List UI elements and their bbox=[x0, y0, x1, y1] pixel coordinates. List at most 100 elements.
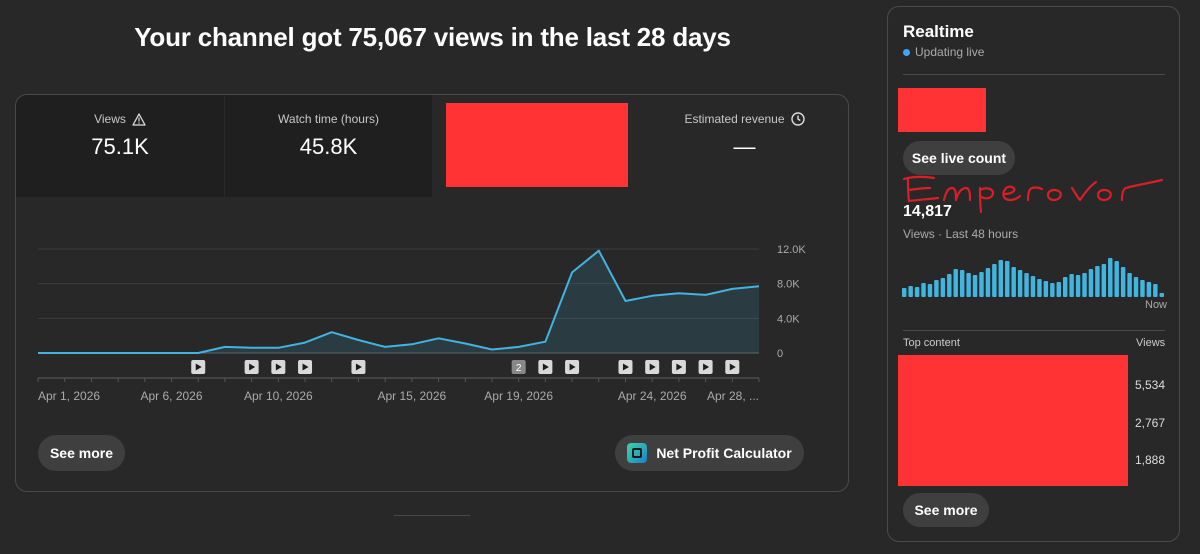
tab-views[interactable]: Views 75.1K bbox=[16, 95, 224, 197]
video-marker[interactable] bbox=[271, 360, 286, 374]
realtime-bar bbox=[921, 283, 926, 297]
realtime-status: Updating live bbox=[915, 45, 985, 59]
realtime-bar bbox=[966, 273, 971, 297]
y-tick-label: 12.0K bbox=[777, 244, 806, 256]
tab-watch-time[interactable]: Watch time (hours) 45.8K bbox=[225, 95, 432, 197]
warning-icon bbox=[132, 112, 146, 126]
tab-watch-time-value: 45.8K bbox=[299, 134, 358, 159]
calculator-icon bbox=[627, 443, 648, 463]
realtime-bar bbox=[1146, 282, 1152, 297]
headline: Your channel got 75,067 views in the las… bbox=[134, 22, 731, 52]
x-tick-label: Apr 1, 2026 bbox=[38, 389, 100, 403]
video-marker[interactable] bbox=[244, 360, 259, 374]
redaction-box bbox=[898, 88, 986, 132]
video-marker[interactable] bbox=[645, 360, 660, 374]
realtime-bar bbox=[1114, 261, 1119, 297]
realtime-bar bbox=[985, 268, 991, 297]
y-tick-label: 4.0K bbox=[777, 313, 800, 325]
realtime-bar bbox=[934, 280, 939, 297]
video-marker[interactable] bbox=[191, 360, 206, 374]
realtime-bar bbox=[940, 278, 946, 297]
tab-views-value: 75.1K bbox=[91, 134, 149, 159]
top-content-views-3: 1,888 bbox=[1134, 453, 1165, 467]
realtime-bar bbox=[1140, 280, 1145, 297]
x-tick-label: Apr 28, ... bbox=[707, 389, 759, 403]
realtime-bar bbox=[914, 287, 920, 297]
top-content-views-label: Views bbox=[1136, 337, 1166, 349]
svg-text:2: 2 bbox=[516, 363, 522, 374]
video-marker[interactable] bbox=[725, 360, 740, 374]
video-marker[interactable] bbox=[671, 360, 686, 374]
tab-redacted[interactable] bbox=[432, 95, 639, 197]
y-tick-label: 0 bbox=[777, 348, 783, 360]
realtime-bar bbox=[1005, 261, 1010, 297]
realtime-bar bbox=[1017, 270, 1023, 297]
realtime-bar bbox=[1133, 277, 1139, 297]
realtime-bar bbox=[998, 260, 1004, 297]
net-profit-calculator-button[interactable]: Net Profit Calculator bbox=[615, 435, 804, 471]
realtime-bar bbox=[959, 270, 965, 297]
video-marker[interactable] bbox=[618, 360, 633, 374]
tab-revenue-label: Estimated revenue bbox=[684, 112, 785, 126]
views-chart: 12.0K 8.0K 4.0K 0 2 Apr 1, 2026 Apr 6, 2026 Apr… bbox=[16, 197, 848, 491]
realtime-bar bbox=[1069, 274, 1074, 297]
signature-image bbox=[902, 175, 1164, 214]
realtime-bar bbox=[1030, 276, 1036, 297]
net-profit-calculator-label: Net Profit Calculator bbox=[656, 445, 792, 461]
metric-tabs: Views 75.1K Watch time (hours) 45.8K Est… bbox=[16, 95, 848, 197]
x-tick-label: Apr 15, 2026 bbox=[377, 389, 446, 403]
realtime-bar bbox=[1159, 293, 1164, 297]
realtime-divider bbox=[903, 74, 1165, 75]
x-tick-label: Apr 24, 2026 bbox=[618, 389, 687, 403]
realtime-bar bbox=[953, 269, 958, 297]
x-tick-label: Apr 6, 2026 bbox=[140, 389, 202, 403]
top-content-views-1: 5,534 bbox=[1134, 378, 1165, 392]
views-chart-svg: 12.0K 8.0K 4.0K 0 2 Apr 1, 2026 Apr 6, 2026 Apr… bbox=[37, 244, 806, 403]
live-dot-icon bbox=[903, 48, 910, 56]
video-marker[interactable] bbox=[351, 360, 366, 374]
realtime-title: Realtime bbox=[903, 22, 974, 41]
views-area bbox=[38, 250, 759, 353]
realtime-count-subtitle: Views · Last 48 hours bbox=[903, 227, 1019, 241]
tab-estimated-revenue[interactable]: Estimated revenue — bbox=[639, 95, 848, 197]
realtime-card: Realtime Updating live See live count 14… bbox=[887, 6, 1180, 542]
video-marker[interactable] bbox=[565, 360, 580, 374]
realtime-bar bbox=[1127, 273, 1132, 297]
realtime-now-label: Now bbox=[1145, 299, 1168, 311]
realtime-bar bbox=[992, 264, 997, 297]
realtime-bar bbox=[1120, 267, 1126, 297]
tab-watch-time-label: Watch time (hours) bbox=[278, 112, 379, 126]
realtime-bar bbox=[1101, 264, 1107, 297]
video-marker[interactable] bbox=[698, 360, 713, 374]
realtime-bar bbox=[979, 272, 984, 297]
video-marker[interactable]: 2 bbox=[511, 360, 526, 374]
see-more-button[interactable]: See more bbox=[38, 435, 125, 471]
redaction-box bbox=[898, 355, 1128, 486]
video-marker[interactable] bbox=[538, 360, 553, 374]
clock-icon bbox=[790, 112, 805, 126]
see-live-count-button[interactable]: See live count bbox=[903, 141, 1015, 175]
realtime-bar bbox=[902, 288, 907, 297]
x-tick-label: Apr 19, 2026 bbox=[484, 389, 553, 403]
realtime-view-count: 14,817 bbox=[903, 203, 952, 220]
top-content-views-2: 2,767 bbox=[1134, 416, 1165, 430]
realtime-bar bbox=[1024, 273, 1029, 297]
realtime-bar bbox=[1153, 284, 1158, 297]
realtime-bar-chart bbox=[902, 258, 1164, 297]
realtime-bar bbox=[1011, 267, 1016, 297]
top-content-label: Top content bbox=[903, 337, 960, 349]
realtime-bar bbox=[1095, 266, 1100, 297]
realtime-see-more-button[interactable]: See more bbox=[903, 493, 989, 527]
realtime-bar bbox=[908, 286, 913, 297]
y-tick-label: 8.0K bbox=[777, 279, 800, 291]
realtime-bar bbox=[1043, 281, 1049, 297]
realtime-divider bbox=[903, 330, 1165, 331]
page-divider bbox=[394, 515, 470, 516]
realtime-bar bbox=[947, 274, 952, 297]
video-marker[interactable] bbox=[298, 360, 313, 374]
x-tick-label: Apr 10, 2026 bbox=[244, 389, 313, 403]
realtime-bar bbox=[972, 275, 978, 297]
views-line bbox=[38, 249, 760, 354]
realtime-bar bbox=[1050, 283, 1055, 297]
realtime-bar bbox=[1062, 277, 1068, 297]
